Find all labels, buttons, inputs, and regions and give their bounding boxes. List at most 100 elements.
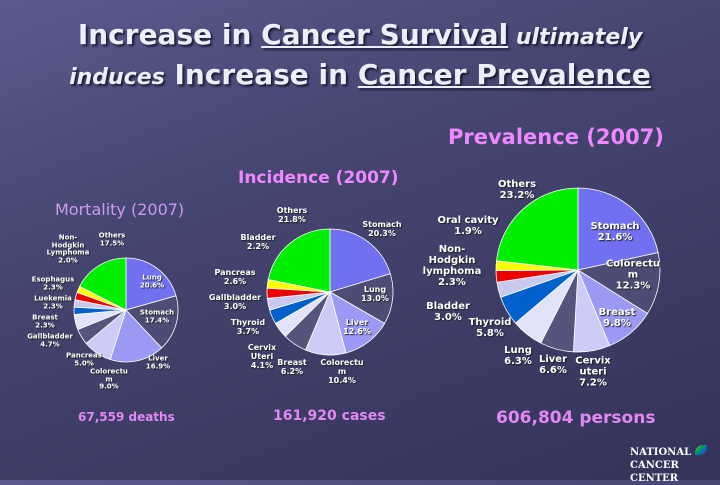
title-emphasis: Cancer Survival <box>261 18 509 51</box>
slice-value: 16.9% <box>145 362 171 370</box>
slice-name: Breast <box>32 313 58 322</box>
pie-slice <box>577 187 659 271</box>
slice-name: Stomach <box>362 220 402 230</box>
slice-label: Others 17.5% <box>98 231 126 247</box>
prevalence-title: Prevalence (2007) <box>448 125 664 149</box>
slice-name: Stomach <box>590 221 640 232</box>
slice-label: Others 21.8% <box>276 206 308 225</box>
slice-value: 2.3% <box>43 283 63 291</box>
slice-label: Stomach 21.6% <box>590 221 639 243</box>
slice-label: Gallbladder 4.7% <box>27 332 73 348</box>
pie-0 <box>73 257 179 363</box>
slice-label: Liver 12.6% <box>343 318 371 337</box>
slice-label: Liver 6.6% <box>539 354 567 376</box>
slice-name: Gallbladder <box>27 332 73 341</box>
title-emphasis: Cancer Prevalence <box>357 58 651 91</box>
slice-name: Liver <box>538 354 568 365</box>
pie-slice <box>576 252 661 315</box>
slice-name: Others <box>98 231 126 240</box>
slice-value: 9.8% <box>603 318 631 329</box>
slice-name: Lung <box>142 273 162 282</box>
slice-label: Liver 16.9% <box>145 354 171 370</box>
slice-value: 1.9% <box>454 226 482 237</box>
slice-value: 2.0% <box>58 256 78 265</box>
pie-slice <box>109 309 163 363</box>
slice-name: Pancreas <box>214 268 256 278</box>
slice-name: Breast <box>277 358 307 368</box>
slice-label: Pancreas 5.0% <box>66 351 102 367</box>
logo-text-1: NATIONAL <box>630 447 692 458</box>
slice-value: 3.7% <box>236 327 260 336</box>
slice-name: Colorectu m <box>90 367 128 384</box>
slice-name: Breast <box>598 307 636 318</box>
slide-title-line-2: induces Increase in Cancer Prevalence <box>0 58 720 91</box>
slice-label: Breast 2.3% <box>32 313 58 329</box>
title-text: Increase in <box>77 18 262 51</box>
slice-value: 2.2% <box>246 242 270 251</box>
slice-name: Non- Hodgkin Lymphoma <box>46 233 90 257</box>
slice-label: Lung 20.6% <box>139 273 165 289</box>
slice-value: 7.2% <box>579 377 607 389</box>
slice-label: Bladder 3.0% <box>426 301 470 323</box>
slice-name: Colorectu m <box>320 357 364 376</box>
slice-label: Pancreas 2.6% <box>214 268 256 287</box>
slice-value: 6.6% <box>539 365 567 376</box>
slice-value: 20.3% <box>368 229 396 238</box>
prevalence-total: 606,804 persons <box>496 408 656 428</box>
slice-value: 21.8% <box>278 215 306 224</box>
slice-label: Breast 9.8% <box>599 307 636 329</box>
slice-label: Colorectu m 9.0% <box>90 368 128 391</box>
mortality-title: Mortality (2007) <box>55 200 185 219</box>
slice-label: Bladder 2.2% <box>240 233 276 252</box>
slice-name: Thyroid <box>468 317 512 328</box>
slice-value: 2.3% <box>43 302 63 310</box>
slice-label: Colorectu m 12.3% <box>606 259 660 292</box>
mortality-total: 67,559 deaths <box>78 410 175 424</box>
title-italic: induces <box>69 65 165 90</box>
pie-slice <box>267 228 331 293</box>
slice-value: 5.0% <box>74 359 94 367</box>
slice-value: 6.2% <box>280 367 304 376</box>
slice-name: Luekemia <box>34 294 72 303</box>
slice-value: 2.3% <box>438 277 466 288</box>
slice-value: 23.2% <box>499 190 535 201</box>
slice-label: Esophagus 2.3% <box>32 275 75 291</box>
slice-name: Others <box>276 206 308 216</box>
slice-value: 20.6% <box>139 281 165 289</box>
slice-label: Lung 6.3% <box>504 345 532 367</box>
national-cancer-center-logo: NATIONAL CANCER CENTER <box>630 445 720 485</box>
slice-value: 9.0% <box>99 382 119 391</box>
slice-label: Thyroid 3.7% <box>231 318 265 337</box>
slice-value: 17.4% <box>144 316 170 324</box>
slice-value: 5.8% <box>476 328 504 339</box>
slice-label: Thyroid 5.8% <box>469 317 512 339</box>
slice-value: 13.0% <box>361 294 389 303</box>
slice-name: Cervix uteri <box>575 355 611 378</box>
slice-name: Bladder <box>240 233 276 243</box>
slice-name: Oral cavity <box>437 215 499 226</box>
slice-name: Pancreas <box>66 351 102 360</box>
slice-value: 6.3% <box>504 356 532 367</box>
slice-label: Breast 6.2% <box>277 358 307 377</box>
slice-name: Colorectu m <box>605 258 661 281</box>
slice-label: Stomach 17.4% <box>140 308 174 324</box>
slice-value: 12.6% <box>343 327 371 336</box>
incidence-total: 161,920 cases <box>273 408 386 424</box>
slice-name: Cervix Uteri <box>247 342 277 361</box>
slice-label: Non- Hodgkin Lymphoma 2.0% <box>46 233 90 266</box>
logo-text-2: CANCER CENTER <box>630 460 679 484</box>
slice-value: 4.7% <box>40 340 60 348</box>
slice-label: Luekemia 2.3% <box>34 294 72 310</box>
pie-slice <box>496 187 579 271</box>
title-text: Increase in <box>164 58 358 91</box>
slice-name: Lung <box>363 285 387 295</box>
slice-label: Cervix Uteri 4.1% <box>247 342 277 370</box>
slice-value: 2.3% <box>35 321 55 329</box>
slice-label: Gallbladder 3.0% <box>209 293 261 312</box>
pie-slice <box>329 228 391 293</box>
slice-value: 21.6% <box>597 232 633 243</box>
slice-name: Non- Hodgkin lymphoma <box>422 244 482 277</box>
slice-value: 2.6% <box>223 277 247 286</box>
incidence-title: Incidence (2007) <box>238 168 399 188</box>
